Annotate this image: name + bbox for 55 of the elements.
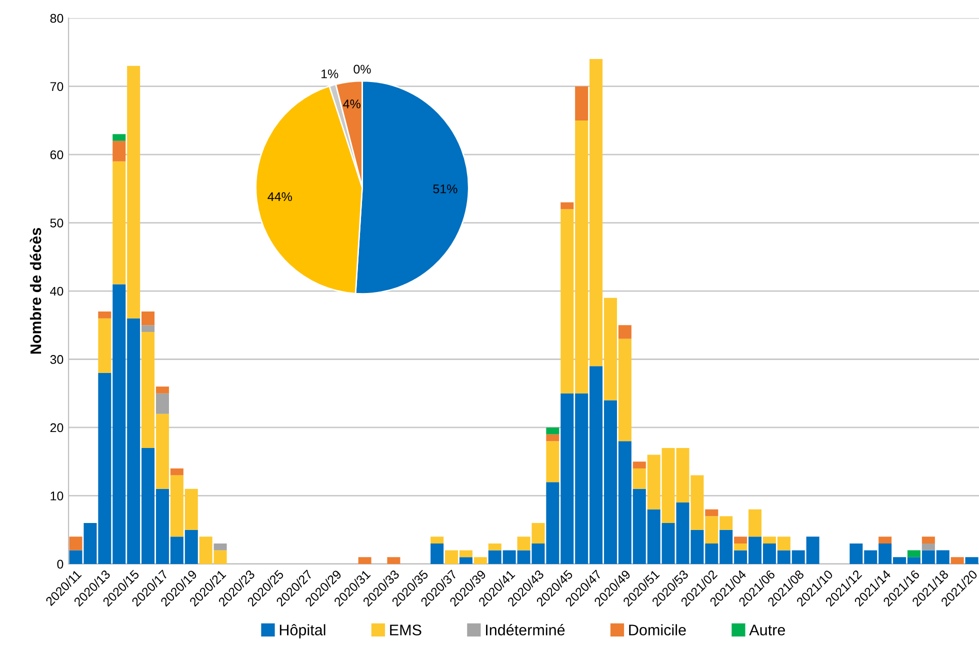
bar	[748, 509, 762, 537]
bar	[922, 543, 935, 550]
bar	[705, 509, 718, 516]
bar	[112, 134, 126, 141]
y-tick-label: 0	[57, 560, 64, 569]
bar	[546, 427, 560, 434]
bar	[734, 543, 748, 550]
legend-label: Hôpital	[280, 624, 326, 638]
bar	[546, 434, 560, 442]
bar	[632, 462, 646, 468]
bar	[618, 325, 632, 339]
bar	[907, 550, 920, 558]
y-tick-label: 80	[50, 14, 64, 23]
text: 0%	[354, 64, 371, 74]
y-tick-label: 10	[50, 492, 64, 500]
bar	[734, 536, 748, 544]
bar	[358, 557, 372, 564]
bar	[98, 318, 112, 373]
bar	[170, 468, 184, 476]
bar	[387, 557, 400, 564]
bar	[69, 536, 82, 550]
y-tick-label: 60	[50, 150, 64, 160]
data-label: 1%	[321, 69, 338, 78]
bar	[98, 311, 112, 318]
bar	[142, 325, 155, 332]
data-label: 51%	[433, 184, 458, 194]
bar	[560, 202, 574, 210]
bar	[878, 536, 892, 544]
bar	[214, 543, 227, 550]
bar	[474, 557, 487, 564]
y-tick-label: 30	[50, 355, 64, 364]
y-tick-label: 40	[50, 286, 64, 296]
y-tick-label: 70	[50, 82, 64, 91]
bar	[922, 536, 935, 544]
bar	[156, 386, 169, 394]
bar	[965, 557, 978, 564]
legend-label: Domicile	[629, 624, 686, 636]
y-axis-title: Nombre de décès	[30, 228, 42, 354]
data-label: 4%	[343, 100, 360, 108]
y-tick-label: 50	[50, 218, 64, 228]
bar	[950, 557, 964, 564]
bar	[459, 557, 472, 564]
data-label: 44%	[268, 192, 292, 202]
bar	[142, 311, 155, 326]
legend-label: Autre	[749, 624, 785, 636]
bar	[156, 393, 169, 414]
legend-label: Indéterminé	[486, 624, 565, 636]
bar	[430, 536, 444, 544]
bar	[112, 140, 126, 162]
bar	[546, 441, 560, 482]
y-tick-label: 20	[50, 423, 64, 432]
bar	[488, 543, 502, 550]
bar	[430, 543, 444, 564]
bar	[575, 86, 588, 120]
legend-label: EMS	[390, 624, 422, 636]
